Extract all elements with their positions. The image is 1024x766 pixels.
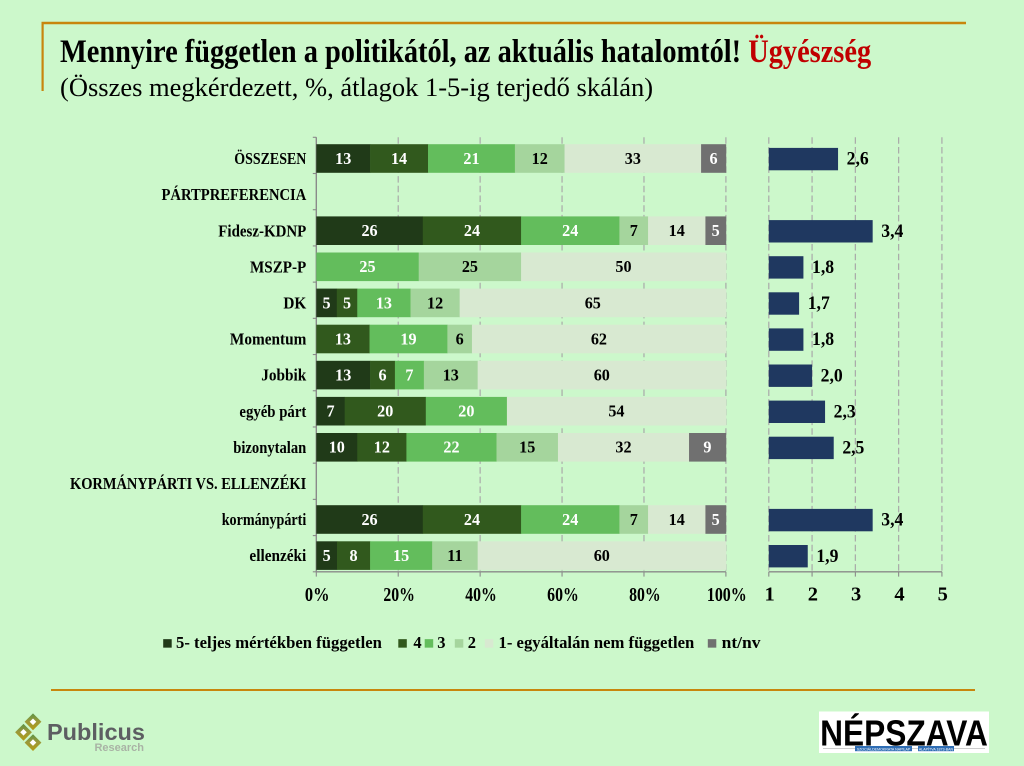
svg-text:6: 6 [709,149,717,168]
svg-text:12: 12 [374,437,390,456]
svg-text:5: 5 [343,293,351,312]
svg-text:1- egyáltalán nem független: 1- egyáltalán nem független [499,633,695,652]
svg-text:ÖSSZESEN: ÖSSZESEN [234,150,307,169]
svg-text:egyéb párt: egyéb párt [239,403,307,421]
svg-text:20%: 20% [383,583,415,605]
svg-text:7: 7 [630,221,638,240]
svg-text:kormánypárti: kormánypárti [222,511,307,529]
svg-text:SZOCIÁLDEMOKRATA NAPILAP: SZOCIÁLDEMOKRATA NAPILAP [857,747,911,751]
svg-text:80%: 80% [629,583,661,605]
svg-text:60%: 60% [547,583,579,605]
svg-text:bizonytalan: bizonytalan [233,439,306,457]
svg-text:13: 13 [335,329,351,348]
svg-text:DK: DK [283,295,306,313]
svg-text:33: 33 [625,149,641,168]
svg-text:19: 19 [400,329,416,348]
svg-text:13: 13 [443,365,459,384]
svg-text:1: 1 [764,584,774,606]
svg-text:100%: 100% [707,583,747,605]
svg-text:60: 60 [594,365,610,384]
svg-text:21: 21 [463,149,479,168]
svg-text:11: 11 [447,546,462,565]
svg-text:Research: Research [94,742,144,754]
svg-text:24: 24 [464,221,480,240]
svg-text:5: 5 [938,584,948,606]
svg-text:60: 60 [594,546,610,565]
svg-text:ellenzéki: ellenzéki [249,548,306,566]
svg-text:26: 26 [361,221,377,240]
svg-text:24: 24 [464,510,480,529]
svg-text:5: 5 [322,293,330,312]
svg-text:15: 15 [519,437,535,456]
svg-text:5- teljes mértékben független: 5- teljes mértékben független [176,633,382,652]
svg-text:50: 50 [615,257,631,276]
svg-text:40%: 40% [465,583,497,605]
svg-text:12: 12 [532,149,548,168]
svg-text:1,7: 1,7 [808,293,830,314]
svg-text:25: 25 [462,257,478,276]
svg-text:Fidesz-KDNP: Fidesz-KDNP [218,222,306,240]
svg-text:(Összes megkérdezett, %, átlag: (Összes megkérdezett, %, átlagok 1-5-ig … [60,72,653,102]
svg-text:2,3: 2,3 [834,401,856,422]
svg-text:32: 32 [615,437,631,456]
svg-text:KORMÁNYPÁRTI VS. ELLENZÉKI: KORMÁNYPÁRTI VS. ELLENZÉKI [70,473,306,493]
svg-text:4: 4 [413,633,421,652]
svg-text:1,8: 1,8 [812,256,834,277]
svg-text:Momentum: Momentum [230,331,307,349]
svg-text:5: 5 [712,221,720,240]
svg-text:14: 14 [669,221,685,240]
svg-text:7: 7 [405,365,413,384]
svg-text:65: 65 [585,293,601,312]
svg-text:3,4: 3,4 [881,509,903,530]
svg-text:2,0: 2,0 [821,365,843,386]
svg-text:26: 26 [361,510,377,529]
svg-text:54: 54 [608,401,624,420]
svg-text:14: 14 [391,149,407,168]
svg-text:6: 6 [378,365,386,384]
svg-text:5: 5 [323,546,331,565]
svg-text:Mennyire független a politikát: Mennyire független a politikától, az akt… [60,33,872,69]
svg-text:12: 12 [427,293,443,312]
svg-text:4: 4 [894,584,904,606]
svg-text:24: 24 [562,510,578,529]
svg-text:25: 25 [359,257,375,276]
svg-text:2: 2 [808,584,818,606]
svg-text:8: 8 [349,546,357,565]
svg-text:24: 24 [562,221,578,240]
svg-text:9: 9 [703,437,711,456]
svg-text:6: 6 [456,329,464,348]
svg-text:5: 5 [712,510,720,529]
svg-text:Publicus: Publicus [47,719,145,745]
svg-text:7: 7 [326,401,334,420]
svg-text:20: 20 [377,401,393,420]
svg-text:3,4: 3,4 [881,220,903,241]
svg-text:7: 7 [630,510,638,529]
svg-text:MSZP-P: MSZP-P [250,259,306,277]
svg-text:1,8: 1,8 [812,329,834,350]
svg-text:62: 62 [591,329,607,348]
svg-text:13: 13 [335,365,351,384]
svg-text:3: 3 [851,584,861,606]
svg-text:ALAPÍTVA 1873-BAN: ALAPÍTVA 1873-BAN [919,747,954,751]
svg-text:2,5: 2,5 [842,437,864,458]
svg-text:14: 14 [669,510,685,529]
svg-text:1,9: 1,9 [816,545,838,566]
svg-text:13: 13 [335,149,351,168]
svg-text:15: 15 [393,546,409,565]
svg-text:Jobbik: Jobbik [261,367,306,385]
svg-text:20: 20 [458,401,474,420]
svg-text:nt/nv: nt/nv [722,633,761,651]
svg-text:10: 10 [329,437,345,456]
svg-text:2,6: 2,6 [847,148,869,169]
svg-text:22: 22 [443,437,459,456]
svg-text:PÁRTPREFERENCIA: PÁRTPREFERENCIA [162,184,307,204]
svg-text:13: 13 [376,293,392,312]
svg-text:3: 3 [437,633,445,652]
svg-text:2: 2 [468,633,476,652]
svg-text:0%: 0% [305,583,330,606]
